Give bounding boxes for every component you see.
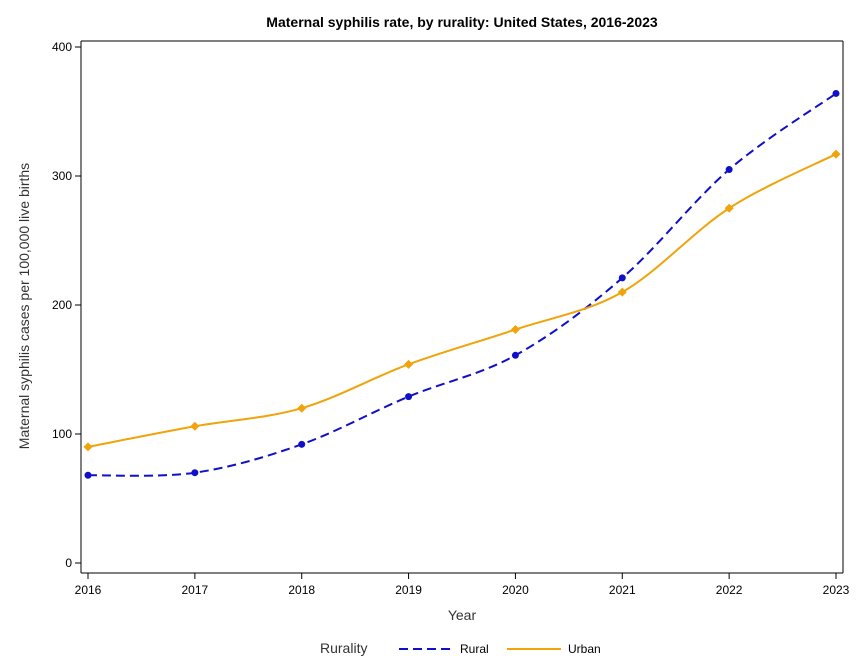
series-line-rural (87, 92, 837, 477)
x-tick-label: 2019 (395, 583, 422, 597)
legend: Rurality Rural Urban (320, 640, 601, 656)
y-tick-label: 100 (52, 427, 72, 441)
data-point-rural (298, 440, 306, 448)
legend-label-urban: Urban (568, 642, 601, 656)
data-point-rural (832, 89, 840, 97)
plot-frame (80, 40, 844, 574)
data-point-rural (191, 469, 199, 477)
data-point-urban (297, 403, 307, 413)
x-tick-label: 2018 (288, 583, 315, 597)
legend-title: Rurality (320, 640, 367, 656)
data-point-rural (618, 274, 626, 282)
data-point-urban (510, 325, 520, 335)
x-tick-label: 2017 (182, 583, 209, 597)
data-point-rural (725, 166, 733, 174)
data-point-urban (404, 359, 414, 369)
data-point-rural (511, 351, 519, 359)
data-point-urban (831, 149, 841, 159)
y-tick-label: 300 (52, 169, 72, 183)
x-axis-ticks: 2016 2017 2018 2019 2020 2021 2022 2023 (75, 573, 850, 597)
data-point-rural (84, 471, 92, 479)
series-line-urban (87, 153, 837, 448)
x-axis-label: Year (448, 607, 477, 623)
x-tick-label: 2016 (75, 583, 102, 597)
series-layer (83, 89, 841, 479)
y-axis-label: Maternal syphilis cases per 100,000 live… (16, 163, 32, 449)
y-tick-label: 200 (52, 298, 72, 312)
y-axis-ticks: 0 100 200 300 400 (52, 40, 81, 570)
data-point-urban (83, 442, 93, 452)
chart-title: Maternal syphilis rate, by rurality: Uni… (266, 14, 658, 30)
data-point-urban (617, 287, 627, 297)
x-tick-label: 2023 (823, 583, 850, 597)
data-point-urban (724, 203, 734, 213)
data-point-urban (190, 421, 200, 431)
y-tick-label: 400 (52, 40, 72, 54)
data-point-rural (405, 393, 413, 401)
legend-label-rural: Rural (460, 642, 489, 656)
x-tick-label: 2021 (609, 583, 636, 597)
y-tick-label: 0 (65, 556, 72, 570)
x-tick-label: 2022 (716, 583, 743, 597)
x-tick-label: 2020 (502, 583, 529, 597)
